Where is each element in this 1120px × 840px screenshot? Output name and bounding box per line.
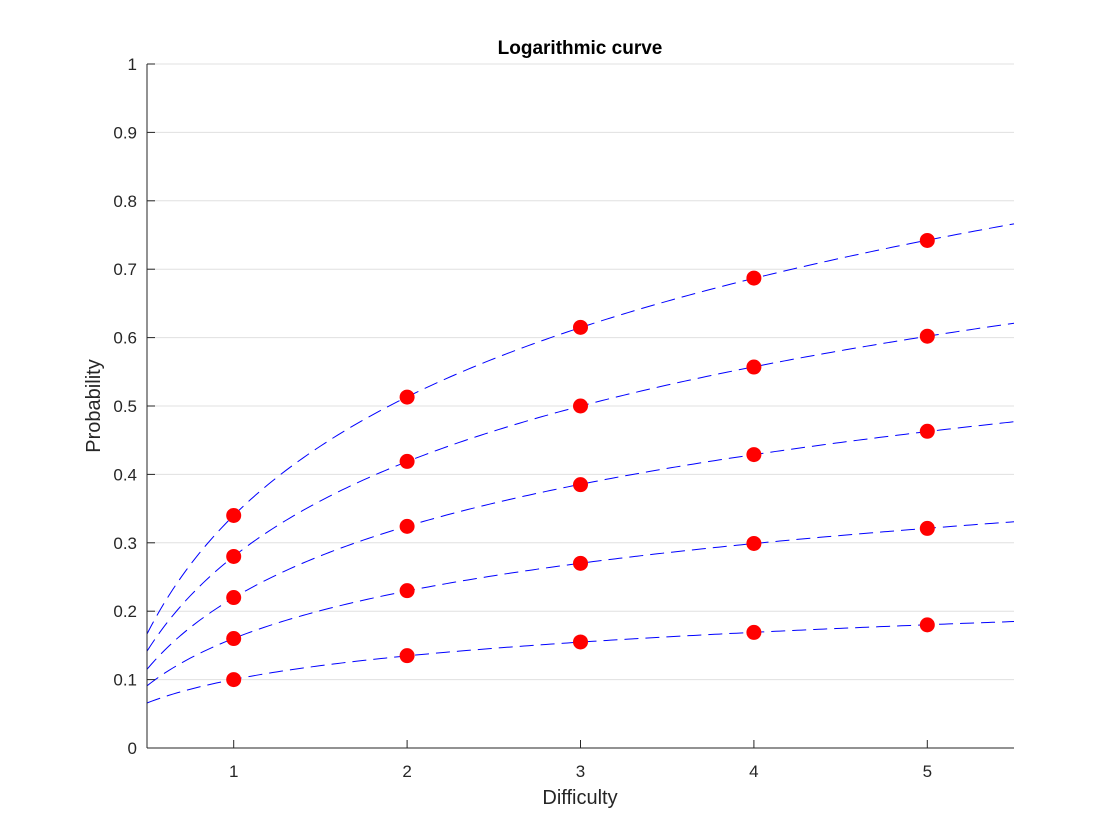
x-tick-label: 4 <box>749 762 758 781</box>
data-point-s3-4 <box>746 447 762 463</box>
grid-layer <box>147 63 1014 681</box>
curve-layer <box>146 223 1015 704</box>
x-tick-label: 3 <box>576 762 585 781</box>
data-point-s5-4 <box>746 624 762 640</box>
data-point-s5-3 <box>573 634 588 650</box>
fit-curve-4 <box>146 521 1015 687</box>
data-point-s3-5 <box>919 423 935 439</box>
data-point-s1-1 <box>226 507 242 523</box>
data-point-s2-4 <box>746 359 762 375</box>
y-tick-label: 0.9 <box>113 123 137 142</box>
data-point-s4-5 <box>919 520 935 536</box>
data-point-s1-2 <box>399 389 415 405</box>
data-point-s1-5 <box>919 232 935 248</box>
data-point-s5-2 <box>399 648 415 664</box>
fit-curve-3 <box>146 421 1015 670</box>
data-point-s2-5 <box>919 328 935 344</box>
data-point-s2-3 <box>573 398 588 414</box>
data-point-s3-3 <box>573 477 588 493</box>
data-point-s3-1 <box>226 590 242 606</box>
data-point-s3-2 <box>399 518 415 534</box>
y-tick-label: 0.5 <box>113 397 137 416</box>
data-point-s4-3 <box>573 555 588 571</box>
y-axis-label: Probability <box>83 359 105 452</box>
chart-title: Logarithmic curve <box>498 38 663 59</box>
data-point-s2-1 <box>226 548 242 564</box>
y-tick-label: 0.2 <box>113 602 137 621</box>
marker-layer <box>226 232 935 688</box>
data-point-s4-2 <box>399 583 415 599</box>
data-point-s5-5 <box>919 617 935 633</box>
y-tick-label: 0.6 <box>113 329 137 348</box>
data-point-s1-4 <box>746 270 762 286</box>
fit-curve-1 <box>146 223 1015 635</box>
data-point-s2-2 <box>399 453 415 469</box>
data-point-s4-4 <box>746 535 762 551</box>
x-tick-label: 5 <box>923 762 932 781</box>
y-tick-label: 0.1 <box>113 671 137 690</box>
data-point-s4-1 <box>226 631 242 647</box>
x-tick-label: 2 <box>402 762 411 781</box>
fit-curve-5 <box>146 621 1015 704</box>
x-axis-label: Difficulty <box>542 787 617 809</box>
y-tick-label: 0.3 <box>113 534 137 553</box>
y-tick-label: 1 <box>128 55 137 74</box>
data-point-s5-1 <box>226 672 242 688</box>
y-tick-label: 0.7 <box>113 260 137 279</box>
data-point-s1-3 <box>573 319 588 335</box>
tick-layer: 1 2 3 4 5 0 0.1 0.2 0.3 0.4 0.5 0.6 0.7 0.8 0.9 1 <box>113 55 932 781</box>
y-tick-label: 0 <box>128 739 137 758</box>
x-tick-label: 1 <box>229 762 238 781</box>
y-tick-label: 0.8 <box>113 192 137 211</box>
y-tick-label: 0.4 <box>113 465 137 484</box>
